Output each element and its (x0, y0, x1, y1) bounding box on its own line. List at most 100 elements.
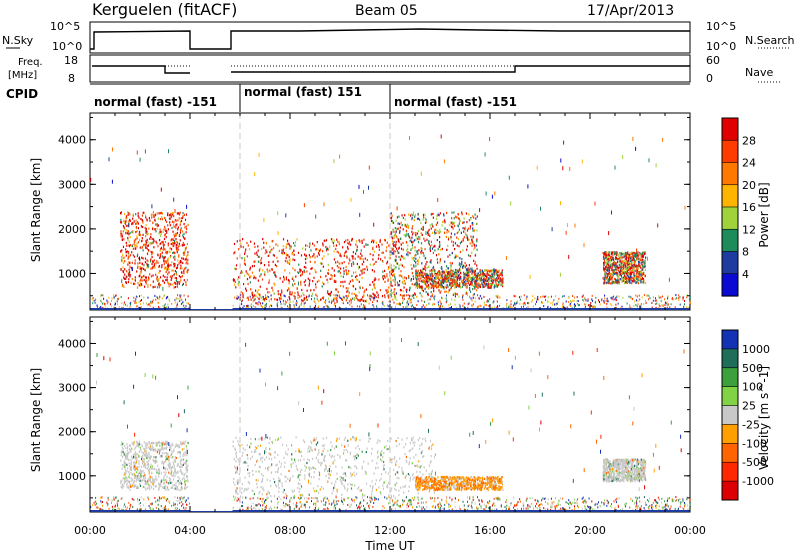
echo-cell (374, 270, 375, 272)
echo-cell (428, 294, 429, 296)
noise-cell (270, 304, 271, 306)
echo-cell (143, 275, 144, 277)
echo-cell (357, 279, 358, 281)
echo-cell (127, 467, 128, 469)
echo-cell (237, 257, 238, 259)
echo-cell (164, 228, 165, 230)
echo-cell (498, 284, 499, 286)
echo-cell (479, 277, 480, 279)
echo-cell (466, 212, 467, 214)
echo-cell (356, 240, 357, 242)
noise-cell (627, 303, 628, 305)
echo-cell (328, 253, 329, 255)
scatter-cell (595, 202, 596, 206)
echo-cell (135, 259, 136, 261)
echo-cell (373, 254, 374, 256)
echo-cell (396, 231, 397, 233)
noise-cell (557, 303, 558, 305)
noise-cell (121, 302, 122, 304)
echo-cell (186, 284, 187, 286)
echo-cell (177, 486, 178, 488)
echo-cell (286, 257, 287, 259)
echo-cell (334, 240, 335, 242)
echo-cell (437, 230, 438, 232)
scatter-cell (263, 218, 264, 222)
noise-cell (303, 298, 304, 300)
echo-cell (302, 300, 303, 302)
echo-cell (603, 264, 604, 266)
echo-cell (187, 269, 188, 271)
echo-cell (159, 445, 160, 447)
echo-cell (463, 227, 464, 229)
echo-cell (155, 262, 156, 264)
echo-cell (268, 282, 269, 284)
echo-cell (338, 266, 339, 268)
echo-cell (633, 261, 634, 263)
echo-cell (124, 268, 125, 270)
echo-cell (465, 232, 466, 234)
echo-cell (346, 266, 347, 268)
echo-cell (174, 252, 175, 254)
noise-cell (356, 294, 357, 296)
noise-cell (467, 294, 468, 296)
echo-cell (280, 277, 281, 279)
noise-cell (542, 302, 543, 304)
echo-cell (294, 269, 295, 271)
echo-cell (412, 227, 413, 229)
echo-cell (382, 261, 383, 263)
noise-cell (527, 302, 528, 304)
echo-cell (407, 224, 408, 226)
echo-cell (375, 261, 376, 263)
echo-cell (444, 261, 445, 263)
echo-cell (391, 231, 392, 233)
echo-cell (335, 261, 336, 263)
echo-cell (476, 245, 477, 247)
echo-cell (605, 280, 606, 282)
noise-cell (486, 304, 487, 306)
echo-cell (147, 233, 148, 235)
scatter-cell (285, 213, 286, 217)
echo-cell (140, 283, 141, 285)
echo-cell (320, 270, 321, 272)
scatter-cell (359, 185, 360, 189)
scatter-cell (333, 159, 334, 163)
noise-cell (135, 298, 136, 300)
echo-cell (463, 282, 464, 284)
noise-cell (389, 294, 390, 296)
echo-cell (310, 256, 311, 258)
echo-cell (186, 445, 187, 447)
echo-cell (336, 289, 337, 291)
echo-cell (499, 270, 500, 272)
echo-cell (398, 228, 399, 230)
echo-cell (123, 286, 124, 288)
echo-cell (150, 268, 151, 270)
echo-cell (608, 254, 609, 256)
echo-cell (420, 270, 421, 272)
noise-cell (285, 301, 286, 303)
echo-cell (406, 253, 407, 255)
echo-cell (415, 234, 416, 236)
echo-cell (336, 244, 337, 246)
scatter-cell (390, 277, 391, 281)
echo-cell (636, 265, 637, 267)
echo-cell (156, 242, 157, 244)
noise-cell (553, 299, 554, 301)
echo-cell (428, 279, 429, 281)
noise-cell (562, 306, 563, 308)
echo-cell (638, 261, 639, 263)
echo-cell (144, 279, 145, 281)
echo-cell (400, 264, 401, 266)
echo-cell (617, 265, 618, 267)
noise-cell (521, 296, 522, 298)
echo-cell (166, 236, 167, 238)
nsky-tick-top: 10^5 (50, 20, 80, 33)
echo-cell (360, 258, 361, 260)
echo-cell (473, 260, 474, 262)
scatter-cell (175, 209, 176, 213)
echo-cell (486, 276, 487, 278)
echo-cell (247, 278, 248, 280)
scatter-cell (90, 178, 91, 182)
echo-cell (136, 220, 137, 222)
echo-cell (174, 287, 175, 289)
scatter-cell (140, 158, 141, 162)
